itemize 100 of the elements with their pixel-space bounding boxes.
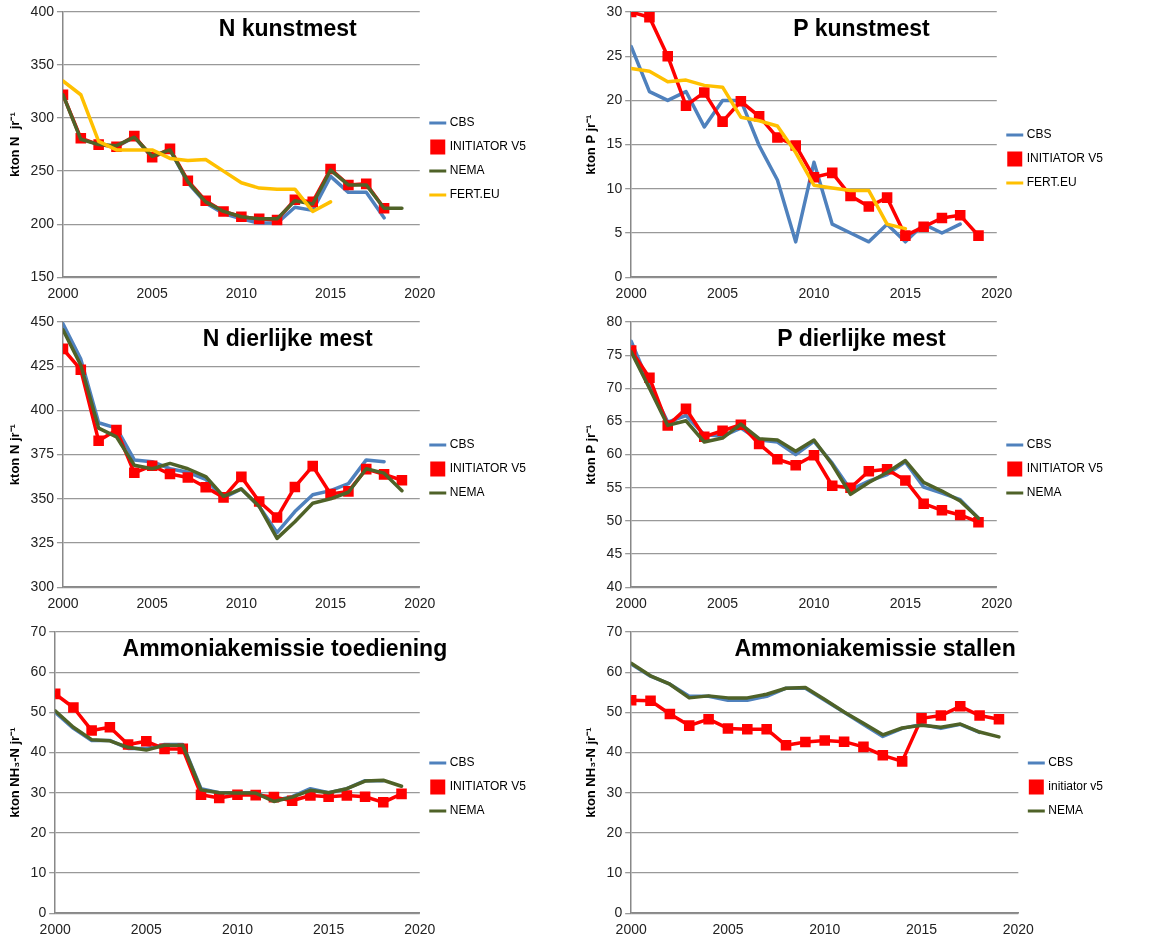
y-tick-label: 45 — [606, 544, 623, 561]
y-tick-label: 450 — [30, 312, 55, 329]
y-tick-label: 0 — [614, 904, 623, 921]
y-tick-label: 10 — [30, 863, 47, 880]
y-axis-title: kton NH₃-N jr⁻¹ — [7, 727, 23, 818]
y-tick-label: 425 — [30, 357, 55, 374]
y-tick-label: 40 — [606, 578, 623, 595]
x-tick-label: 2005 — [712, 921, 744, 938]
chart-title: N kunstmest — [218, 14, 358, 41]
y-tick-label: 70 — [30, 622, 47, 639]
y-tick-label: 40 — [30, 743, 47, 760]
x-tick-label: 2005 — [130, 921, 163, 938]
y-tick-label: 200 — [30, 215, 55, 232]
y-tick-label: 75 — [606, 346, 623, 363]
x-tick-label: 2000 — [47, 285, 79, 302]
x-tick-label: 2005 — [136, 595, 168, 612]
legend-label: FERT.EU — [1026, 175, 1077, 190]
x-tick-label: 2000 — [39, 921, 71, 938]
chart-title: P dierlijke mest — [777, 324, 946, 351]
x-tick-label: 2010 — [225, 285, 258, 302]
y-tick-label: 55 — [606, 478, 623, 495]
x-tick-label: 2010 — [809, 921, 841, 938]
y-axis-title: kton NH₃-N jr⁻¹ — [583, 727, 599, 818]
x-tick-label: 2000 — [47, 595, 79, 612]
x-tick-label: 2005 — [706, 285, 739, 302]
y-tick-label: 0 — [38, 904, 47, 921]
legend-label: INITIATOR V5 — [449, 139, 527, 154]
x-tick-label: 2015 — [314, 595, 347, 612]
y-tick-label: 50 — [606, 703, 623, 720]
legend-label: INITIATOR V5 — [449, 461, 527, 476]
legend-label: CBS — [449, 755, 475, 770]
y-axis-title: kton N jr⁻¹ — [7, 424, 23, 486]
x-tick-label: 2020 — [404, 285, 436, 302]
legend-label: NEMA — [449, 803, 485, 818]
y-tick-label: 60 — [606, 663, 623, 680]
legend-label: NEMA — [1048, 803, 1083, 818]
x-tick-label: 2015 — [314, 285, 347, 302]
x-tick-label: 2020 — [404, 595, 436, 612]
x-tick-label: 2000 — [615, 921, 647, 938]
y-tick-label: 350 — [30, 55, 55, 72]
x-tick-label: 2010 — [798, 595, 830, 612]
y-tick-label: 40 — [606, 743, 623, 760]
x-tick-label: 2020 — [981, 595, 1013, 612]
y-tick-label: 25 — [606, 47, 623, 64]
y-tick-label: 60 — [30, 663, 47, 680]
y-axis-title: kton P jr⁻¹ — [583, 424, 599, 485]
x-tick-label: 2005 — [706, 595, 739, 612]
legend-label: NEMA — [1026, 485, 1062, 500]
x-tick-label: 2000 — [615, 595, 647, 612]
y-tick-label: 30 — [30, 783, 47, 800]
y-tick-label: 10 — [606, 863, 623, 880]
x-tick-label: 2010 — [225, 595, 258, 612]
y-tick-label: 15 — [606, 135, 623, 152]
x-tick-label: 2010 — [798, 285, 830, 302]
y-tick-label: 65 — [606, 412, 623, 429]
x-tick-label: 2020 — [981, 285, 1013, 302]
y-tick-label: 60 — [606, 445, 623, 462]
legend-label: NEMA — [449, 163, 485, 178]
y-axis-title: kton N jr⁻¹ — [7, 112, 23, 177]
y-tick-label: 10 — [606, 179, 623, 196]
y-tick-label: 20 — [606, 91, 623, 108]
y-axis-title: kton P jr⁻¹ — [583, 114, 599, 175]
x-tick-label: 2015 — [313, 921, 345, 938]
y-tick-label: 0 — [614, 268, 623, 285]
x-tick-label: 2005 — [136, 285, 168, 302]
x-tick-label: 2015 — [889, 285, 922, 302]
y-tick-label: 30 — [606, 783, 623, 800]
y-tick-label: 375 — [30, 445, 55, 462]
chart-title: N dierlijke mest — [202, 324, 374, 351]
x-tick-label: 2010 — [221, 921, 254, 938]
y-tick-label: 50 — [30, 703, 47, 720]
y-tick-label: 70 — [606, 622, 623, 639]
chart-title: Ammoniakemissie toediening — [122, 634, 448, 661]
y-tick-label: 350 — [30, 489, 55, 506]
y-tick-label: 325 — [30, 533, 55, 550]
legend-label: INITIATOR V5 — [1026, 151, 1104, 166]
x-tick-label: 2020 — [1002, 921, 1035, 938]
y-tick-label: 300 — [30, 578, 55, 595]
legend-label: FERT.EU — [449, 187, 500, 202]
x-tick-label: 2015 — [889, 595, 922, 612]
y-tick-label: 50 — [606, 511, 623, 528]
legend-label: CBS — [1026, 127, 1052, 142]
y-tick-label: 20 — [606, 823, 623, 840]
y-tick-label: 30 — [606, 2, 623, 19]
x-tick-label: 2020 — [404, 921, 436, 938]
legend-label: CBS — [449, 437, 475, 452]
y-tick-label: 400 — [30, 401, 55, 418]
y-tick-label: 70 — [606, 379, 623, 396]
chart-title: P kunstmest — [793, 14, 931, 41]
legend-label: CBS — [1048, 755, 1073, 770]
y-tick-label: 20 — [30, 823, 47, 840]
y-tick-label: 250 — [30, 161, 55, 178]
legend-label: INITIATOR V5 — [1026, 461, 1104, 476]
legend-label: CBS — [1026, 437, 1052, 452]
y-tick-label: 400 — [30, 2, 55, 19]
chart-title: Ammoniakemissie stallen — [734, 634, 1016, 661]
x-tick-label: 2015 — [905, 921, 938, 938]
legend-label: NEMA — [449, 485, 485, 500]
legend-label: CBS — [449, 115, 475, 130]
y-tick-label: 80 — [606, 312, 623, 329]
